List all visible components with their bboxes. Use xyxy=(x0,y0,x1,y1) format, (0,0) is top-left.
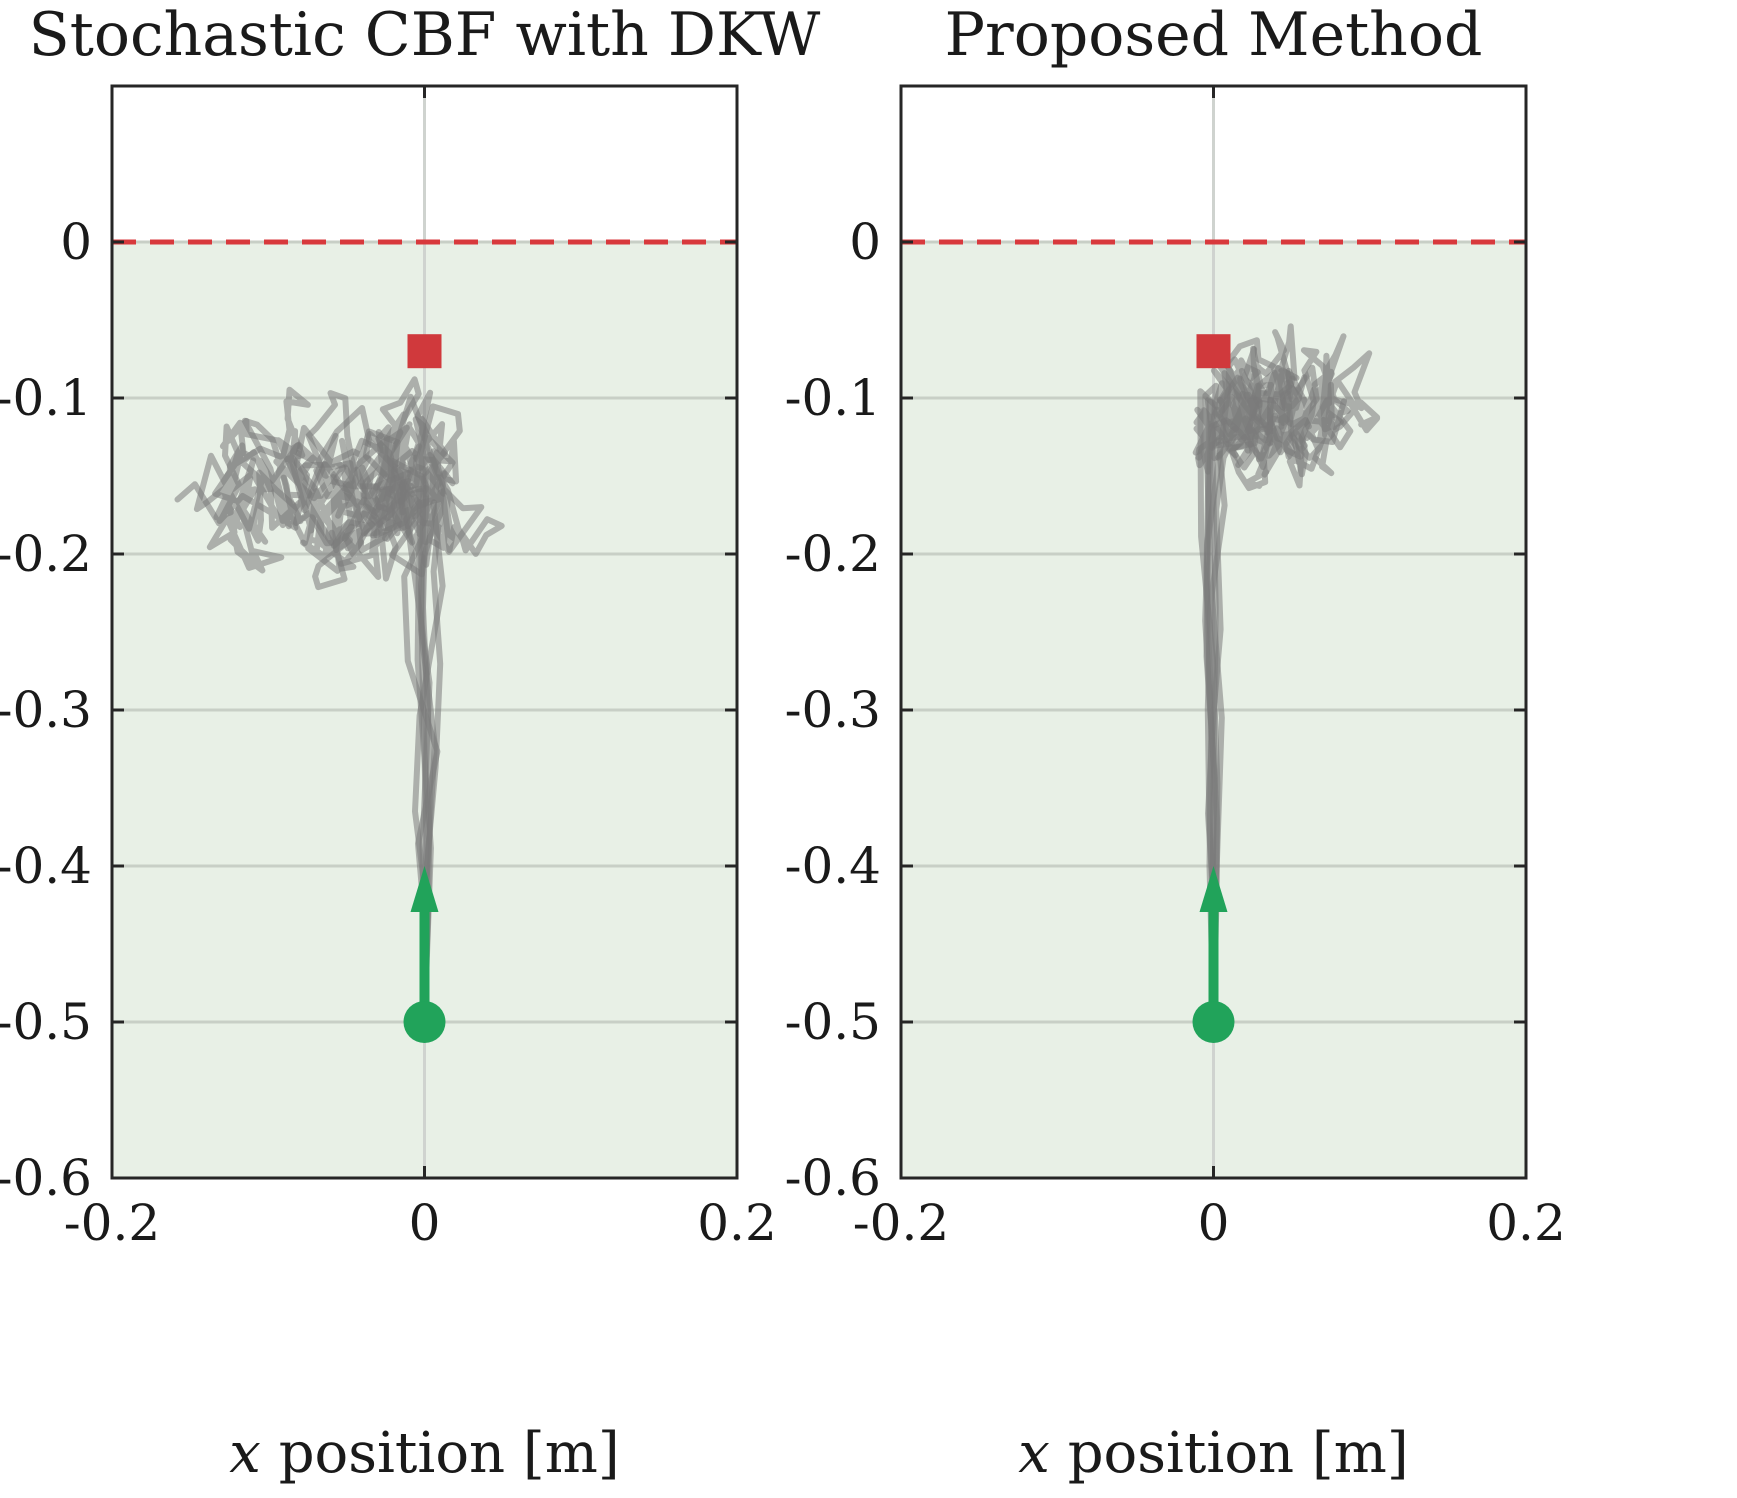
y-tick-label: -0.1 xyxy=(0,369,92,427)
goal-marker xyxy=(1196,334,1231,369)
trajectory-line xyxy=(1192,356,1271,1025)
x-axis-label-variable: x xyxy=(1018,1421,1050,1486)
x-tick-label: -0.2 xyxy=(853,1194,949,1252)
x-tick-label: 0.2 xyxy=(1486,1194,1566,1252)
chart-panel-2: 0-0.1-0.2-0.3-0.4-0.5-0.6-0.2 0 0.2Propose… xyxy=(785,0,1566,1486)
trajectory-line xyxy=(193,442,434,1025)
y-tick-label: 0 xyxy=(849,213,881,271)
trajectory-line xyxy=(1209,364,1347,1025)
y-tick-label: -0.5 xyxy=(785,993,881,1051)
y-tick-label: -0.6 xyxy=(0,1149,92,1207)
x-axis-label: x position [m] xyxy=(1018,1421,1408,1486)
trajectories xyxy=(1192,323,1381,1025)
x-axis-label-variable: x xyxy=(229,1421,261,1486)
y-tick-label: -0.6 xyxy=(785,1149,881,1207)
y-tick-label: -0.5 xyxy=(0,993,92,1051)
y-tick-label: -0.3 xyxy=(785,681,881,739)
x-tick-label: -0.2 xyxy=(64,1194,160,1252)
x-tick-label: 0.2 xyxy=(697,1194,777,1252)
goal-marker xyxy=(407,334,442,369)
y-tick-label: -0.3 xyxy=(0,681,92,739)
x-axis-label-text: position [m] xyxy=(1050,1421,1409,1486)
y-tick-label: 0 xyxy=(60,213,92,271)
start-arrow-head xyxy=(1199,866,1228,912)
y-tick-label: -0.2 xyxy=(0,525,92,583)
x-axis-label-text: position [m] xyxy=(261,1421,620,1486)
y-tick-label: -0.4 xyxy=(0,837,92,895)
trajectories xyxy=(174,376,505,1025)
y-tick-label: -0.1 xyxy=(785,369,881,427)
start-marker xyxy=(1192,1001,1235,1043)
chart-title: Stochastic CBF with DKW xyxy=(29,0,821,70)
x-axis-label: x position [m] xyxy=(229,1421,619,1486)
start-arrow-head xyxy=(410,866,439,912)
y-tick-label: -0.2 xyxy=(785,525,881,583)
chart-title: Proposed Method xyxy=(945,0,1483,70)
y-tick-label: -0.4 xyxy=(785,837,881,895)
x-tick-label: 0 xyxy=(1198,1194,1230,1252)
x-tick-label: 0 xyxy=(409,1194,441,1252)
chart-panel-1: 0-0.1-0.2-0.3-0.4-0.5-0.6-0.2 0 0.2Stochas… xyxy=(0,0,821,1486)
start-marker xyxy=(403,1001,446,1043)
